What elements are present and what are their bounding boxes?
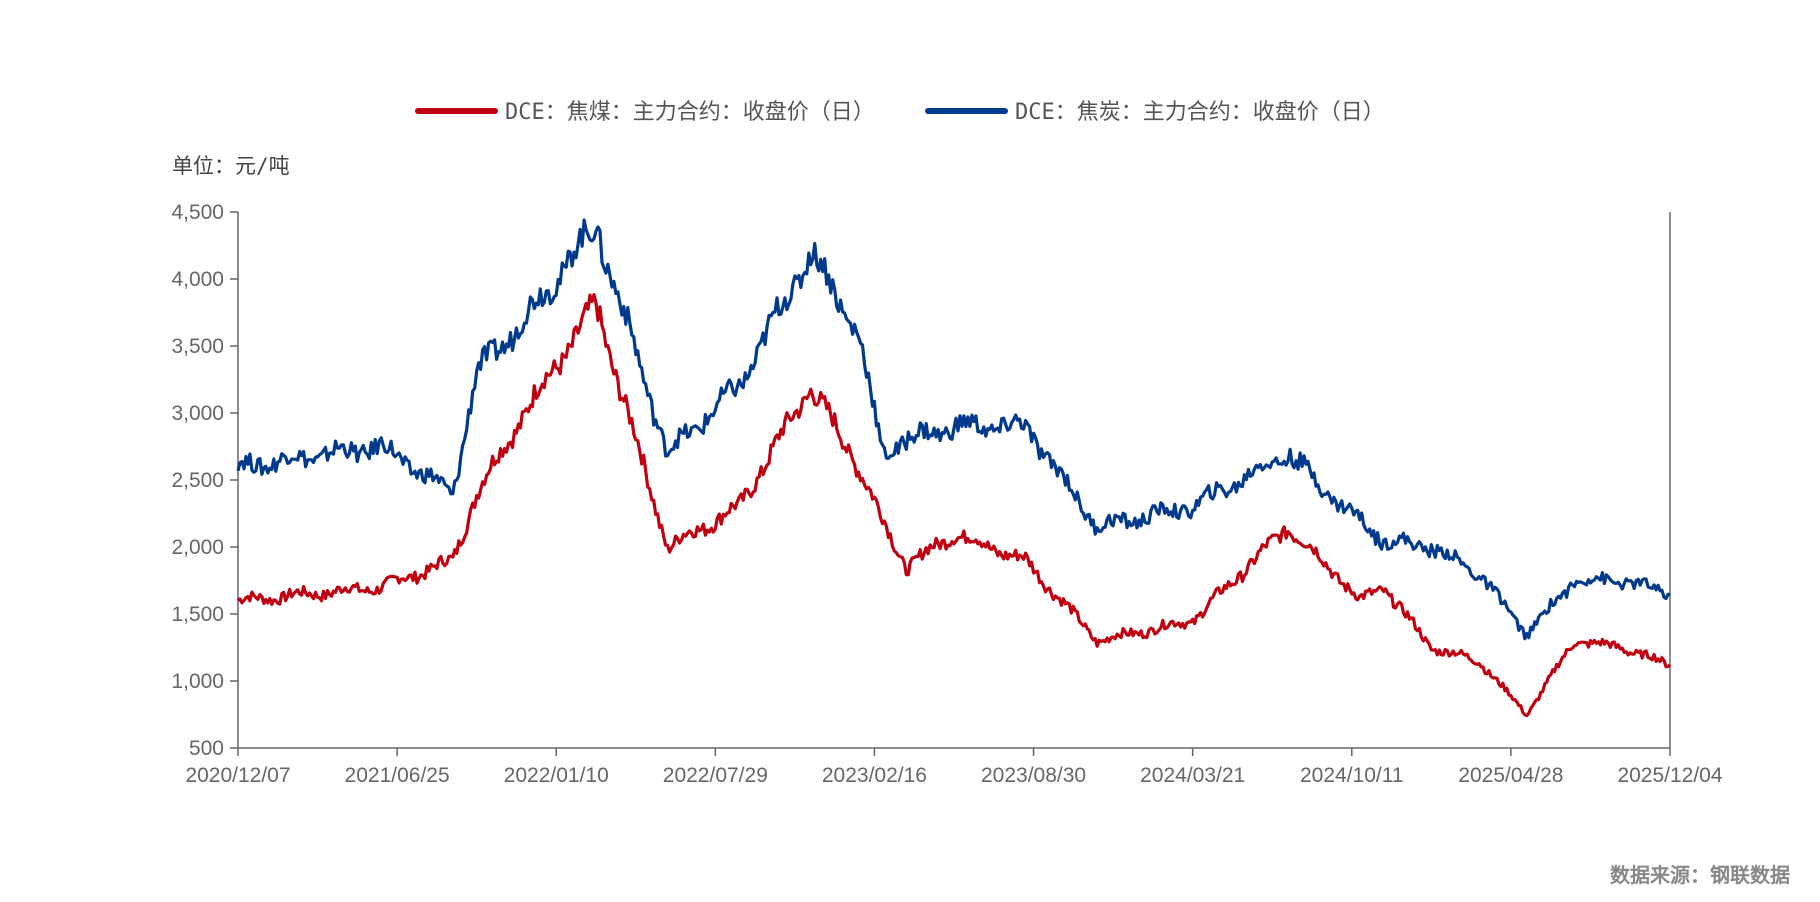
series-line-coking-coal[interactable] (236, 293, 1671, 718)
y-tick-label: 2,000 (171, 536, 224, 559)
series-layer (236, 218, 1671, 718)
y-tick-label: 1,500 (171, 603, 224, 626)
y-tick-label: 3,000 (171, 402, 224, 425)
x-tick-label: 2021/06/25 (345, 764, 450, 787)
y-tick-label: 500 (189, 737, 224, 760)
x-tick-label: 2022/01/10 (504, 764, 609, 787)
legend-label-coking-coal: DCE：焦煤：主力合约：收盘价（日） (505, 100, 875, 125)
y-tick-label: 4,500 (171, 201, 224, 224)
unit-label: 单位：元/吨 (172, 154, 290, 178)
y-axis-ticks: 500 1,000 1,500 2,000 2,500 3,000 3,500 4,000 4,… (171, 201, 238, 760)
x-tick-label: 2022/07/29 (663, 764, 768, 787)
source-label: 数据来源：钢联数据 (1610, 863, 1790, 887)
x-tick-label: 2023/02/16 (822, 764, 927, 787)
y-tick-label: 4,000 (171, 268, 224, 291)
legend: DCE：焦煤：主力合约：收盘价（日） DCE：焦炭：主力合约：收盘价（日） (415, 100, 1385, 125)
y-tick-label: 2,500 (171, 469, 224, 492)
x-tick-label: 2024/10/11 (1300, 764, 1404, 787)
x-tick-label: 2025/12/04 (1617, 764, 1722, 787)
x-tick-label: 2025/04/28 (1458, 764, 1563, 787)
legend-label-coke: DCE：焦炭：主力合约：收盘价（日） (1015, 100, 1385, 125)
y-tick-label: 3,500 (171, 335, 224, 358)
x-axis-ticks: 2020/12/07 2021/06/25 2022/01/10 2022/07/29… (185, 748, 1723, 787)
y-tick-label: 1,000 (171, 670, 224, 693)
legend-item-coke[interactable]: DCE：焦炭：主力合约：收盘价（日） (925, 100, 1385, 125)
x-tick-label: 2020/12/07 (185, 764, 290, 787)
series-line-coke[interactable] (236, 218, 1671, 641)
x-tick-label: 2024/03/21 (1140, 764, 1245, 787)
x-tick-label: 2023/08/30 (981, 764, 1086, 787)
legend-item-coking-coal[interactable]: DCE：焦煤：主力合约：收盘价（日） (415, 100, 875, 125)
